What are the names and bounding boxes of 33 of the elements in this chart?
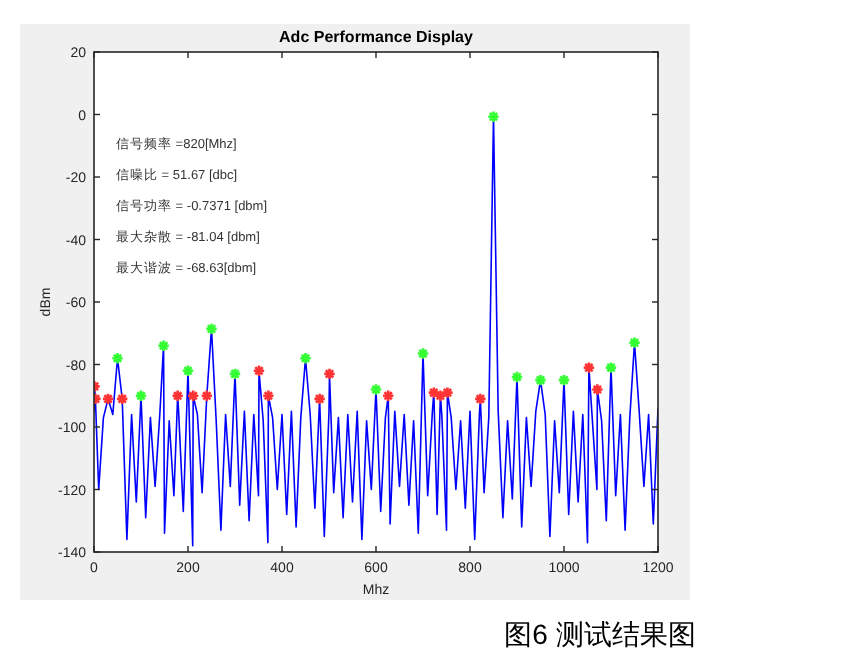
point [557, 373, 571, 387]
point [181, 364, 195, 378]
point [322, 367, 336, 381]
point [440, 386, 454, 400]
point [510, 370, 524, 384]
point [313, 392, 327, 406]
point [228, 367, 242, 381]
point [369, 383, 383, 396]
point [171, 389, 185, 403]
point [261, 389, 275, 403]
point [590, 383, 604, 396]
point [115, 392, 129, 406]
point [487, 110, 500, 124]
point [534, 373, 547, 387]
point [604, 361, 618, 375]
caption: 图6 测试结果图 [504, 618, 696, 650]
point [582, 361, 596, 375]
point [628, 336, 641, 350]
point [157, 339, 171, 353]
point [252, 364, 266, 378]
point [381, 389, 395, 403]
point [134, 389, 148, 403]
point [427, 386, 441, 400]
point [433, 389, 447, 403]
point [299, 351, 312, 365]
point [101, 392, 115, 406]
point [205, 322, 218, 336]
point [186, 389, 200, 403]
point [111, 351, 124, 365]
point [416, 347, 430, 361]
point [200, 389, 214, 403]
point [473, 392, 487, 406]
chart-title: Adc Performance Display [279, 28, 475, 46]
